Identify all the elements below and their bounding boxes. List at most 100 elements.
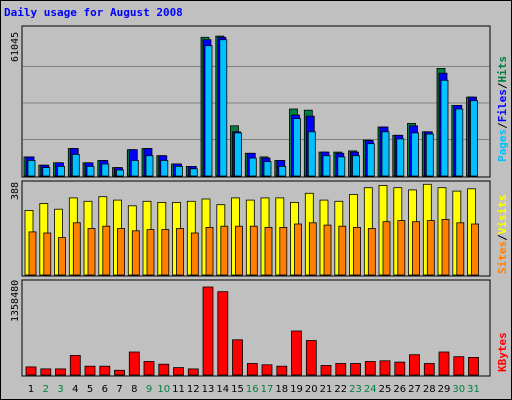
- bar-pages-6: [101, 163, 110, 177]
- y-max-label-visits: 388: [10, 182, 21, 200]
- day-label-20: 20: [305, 384, 318, 395]
- bar-sites-7: [117, 228, 125, 276]
- bar-kbytes-4: [69, 354, 81, 376]
- bar-kbytes-12: [187, 368, 199, 376]
- bar-pages-23: [352, 155, 360, 177]
- bar-pages-18: [278, 165, 287, 177]
- bar-sites-5: [87, 228, 96, 276]
- bar-pages-3: [57, 165, 65, 177]
- bar-pages-1: [27, 160, 36, 177]
- day-label-21: 21: [320, 384, 333, 395]
- bar-pages-2: [42, 167, 51, 177]
- bar-kbytes-21: [320, 365, 332, 376]
- bar-sites-27: [412, 221, 420, 276]
- bar-kbytes-23: [350, 363, 361, 376]
- day-label-8: 8: [131, 384, 137, 395]
- day-label-24: 24: [364, 384, 377, 395]
- bar-kbytes-28: [423, 363, 435, 376]
- bar-kbytes-5: [84, 365, 96, 376]
- bar-sites-15: [235, 225, 243, 276]
- bar-pages-24: [366, 143, 375, 177]
- bar-kbytes-19: [291, 330, 302, 376]
- legend-sites-visits: Sites/Visits: [496, 195, 509, 275]
- day-label-15: 15: [231, 384, 244, 395]
- day-label-4: 4: [72, 384, 78, 395]
- bar-sites-4: [72, 222, 81, 276]
- day-label-9: 9: [146, 384, 152, 395]
- bar-sites-30: [456, 222, 465, 276]
- bar-kbytes-30: [453, 356, 465, 376]
- day-label-12: 12: [187, 384, 200, 395]
- bar-kbytes-9: [143, 361, 155, 376]
- bar-sites-21: [323, 224, 332, 276]
- day-label-19: 19: [290, 384, 303, 395]
- bar-sites-24: [367, 228, 376, 276]
- bar-pages-5: [86, 165, 95, 177]
- bar-sites-20: [308, 222, 317, 276]
- bar-sites-6: [102, 225, 111, 276]
- day-label-31: 31: [467, 384, 480, 395]
- bar-pages-30: [455, 108, 464, 177]
- legend-sites: Sites: [496, 241, 509, 274]
- day-label-16: 16: [246, 384, 259, 395]
- bar-kbytes-29: [438, 351, 450, 376]
- bar-sites-18: [279, 226, 288, 276]
- bar-sites-10: [161, 229, 170, 276]
- bar-pages-7: [116, 169, 124, 177]
- day-label-23: 23: [349, 384, 362, 395]
- bar-kbytes-8: [128, 351, 140, 376]
- bar-pages-4: [71, 154, 80, 177]
- legend-visits: Visits: [496, 195, 509, 235]
- legend-files: Files: [496, 89, 509, 122]
- bar-sites-28: [426, 220, 435, 276]
- day-label-14: 14: [216, 384, 229, 395]
- bar-sites-25: [382, 221, 391, 276]
- day-label-27: 27: [408, 384, 421, 395]
- bar-pages-9: [145, 155, 154, 177]
- bar-sites-22: [338, 225, 347, 276]
- bar-sites-3: [58, 237, 66, 276]
- bar-pages-10: [160, 160, 169, 177]
- bar-pages-16: [248, 157, 257, 177]
- bar-pages-17: [263, 161, 272, 177]
- bar-sites-29: [441, 218, 450, 276]
- day-label-3: 3: [57, 384, 63, 395]
- day-label-26: 26: [393, 384, 406, 395]
- bar-kbytes-17: [261, 364, 273, 376]
- bar-pages-25: [381, 131, 390, 177]
- bar-kbytes-6: [99, 365, 111, 376]
- bar-sites-26: [397, 220, 406, 276]
- day-label-25: 25: [379, 384, 392, 395]
- panel-hits-frame: [21, 25, 491, 178]
- bar-kbytes-7: [114, 369, 125, 376]
- day-label-18: 18: [275, 384, 288, 395]
- bar-kbytes-2: [40, 368, 52, 376]
- bar-kbytes-10: [158, 363, 170, 376]
- bar-pages-21: [322, 155, 331, 177]
- bar-sites-17: [264, 226, 273, 276]
- day-label-2: 2: [43, 384, 49, 395]
- day-label-10: 10: [157, 384, 170, 395]
- bar-sites-11: [176, 228, 184, 276]
- bar-pages-8: [130, 160, 139, 177]
- bar-sites-13: [205, 226, 214, 276]
- y-max-label-kbytes: 1358480: [10, 280, 21, 322]
- bar-sites-9: [146, 229, 155, 276]
- day-label-13: 13: [202, 384, 215, 395]
- day-label-11: 11: [172, 384, 185, 395]
- bar-kbytes-22: [335, 363, 347, 376]
- chart-title: Daily usage for August 2008: [4, 6, 183, 19]
- bar-kbytes-25: [379, 360, 391, 376]
- bar-pages-29: [440, 79, 449, 177]
- bar-pages-20: [307, 131, 316, 177]
- bar-pages-27: [411, 132, 419, 177]
- day-label-7: 7: [116, 384, 122, 395]
- bar-sites-2: [43, 232, 52, 276]
- day-label-1: 1: [28, 384, 34, 395]
- bar-pages-19: [293, 118, 301, 177]
- legend-kbytes: KBytes: [496, 332, 509, 372]
- day-label-29: 29: [438, 384, 451, 395]
- bar-sites-1: [28, 231, 37, 276]
- bar-pages-26: [396, 138, 405, 177]
